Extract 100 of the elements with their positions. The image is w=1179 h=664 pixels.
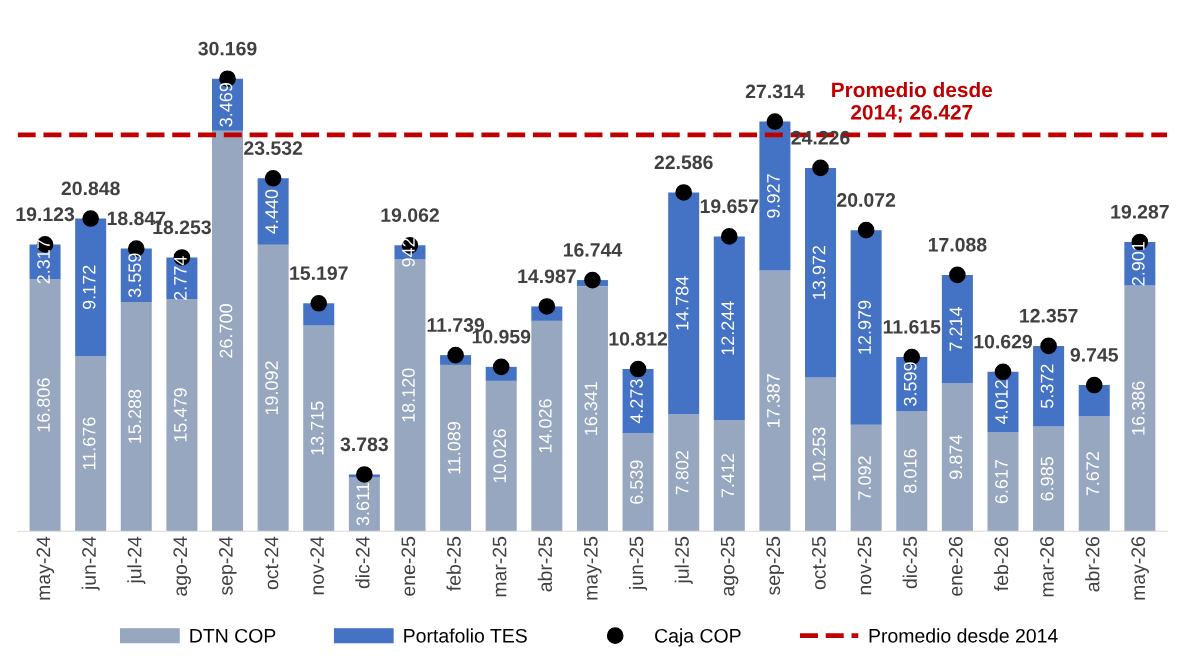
x-tick-label: nov-24 [310,536,324,595]
data-label: 3.559 [128,253,142,298]
data-label: 2.901 [1131,241,1145,286]
bar [759,270,791,532]
point [720,228,738,245]
x-tick-label: abr-26 [1085,536,1100,592]
data-label: 5.372 [1040,364,1054,409]
bar [120,301,152,532]
bar [941,274,973,384]
data-label: 16.744 [563,243,623,257]
data-label: 3.599 [903,362,917,406]
bar [1078,416,1110,532]
bar [850,424,882,532]
data-label: 22.586 [654,155,713,170]
bar [75,218,107,357]
point [1085,376,1103,394]
annotation: Promedio desde 2014; 26.427 [832,81,993,123]
data-label: 10.026 [493,429,507,483]
data-label: 11.676 [82,417,96,470]
bar [987,431,1019,532]
data-label: 2.774 [173,256,187,300]
x-tick-label: dic-24 [355,536,370,589]
data-label: 7.214 [949,306,963,351]
point [584,271,601,289]
data-label: 12.357 [1020,308,1078,323]
x-tick-label: jul-25 [674,536,693,585]
data-label: 10.812 [609,331,668,346]
data-label: 7.412 [721,453,734,498]
x-tick-label: ene-26 [948,536,963,596]
bar [485,380,517,532]
data-label: 9.745 [1070,347,1119,362]
x-tick-label: ago-24 [173,536,191,596]
point [994,363,1012,381]
data-label: 14.784 [675,276,689,330]
data-label: 4.273 [630,379,643,424]
point [264,169,282,187]
data-label: 10.629 [974,334,1033,349]
data-label: 19.287 [1111,204,1169,219]
data-label: 16.806 [37,378,50,432]
x-tick-label: nov-25 [857,536,872,595]
data-label: 17.088 [928,237,987,252]
data-label: 20.072 [837,193,896,207]
point [629,360,647,378]
data-label: 12.244 [721,301,734,355]
bar [805,167,837,378]
bar [805,377,837,532]
x-tick-label: jun-24 [81,536,100,591]
x-tick-label: abr-25 [537,536,553,592]
data-label: 15.288 [128,389,142,443]
data-label: 7.802 [675,451,689,495]
data-label: 15.479 [173,388,187,442]
point [492,358,510,376]
x-tick-label: sep-24 [218,536,237,595]
data-label: 6.617 [995,459,1008,504]
data-label: 3.783 [340,437,388,452]
bar [713,236,745,421]
data-label: 19.092 [265,361,278,415]
data-label: 4.440 [265,189,278,234]
point [949,266,966,284]
data-label: 14.026 [538,399,552,453]
x-tick-label: feb-26 [993,536,1009,591]
x-tick-label: may-24 [36,536,55,600]
x-tick-label: dic-25 [902,536,917,589]
x-tick-label: ago-25 [720,536,739,596]
data-label: 3.469 [219,83,233,127]
point [857,221,875,239]
bar [212,130,244,532]
point [675,184,692,201]
point [812,159,829,177]
data-label: 15.197 [290,266,348,280]
point [310,294,328,312]
x-tick-label: mar-26 [1040,536,1054,597]
data-label: 11.089 [447,421,461,474]
data-label: 3.611 [356,483,370,526]
data-label: 16.386 [1131,381,1145,435]
legend-label: Caja COP [655,628,741,647]
data-label: 19.062 [381,208,439,223]
data-label: 9.172 [82,265,96,310]
bar [257,244,289,532]
data-label: 20.848 [61,181,120,196]
data-label: 9.874 [949,435,963,479]
data-label: 23.532 [244,141,303,156]
data-label: 16.341 [584,381,598,435]
bar [941,383,973,532]
bar [576,286,608,532]
data-label: 27.314 [745,84,805,99]
data-label: 7.672 [1086,451,1100,496]
data-label: 19.657 [700,199,759,214]
data-label: 14.987 [518,269,576,284]
x-tick-label: jul-24 [127,536,146,585]
bar [1124,285,1156,532]
bar [1033,426,1065,532]
data-label: 6.539 [630,460,643,504]
data-label: 6.985 [1040,456,1054,501]
data-label: 13.972 [812,245,826,299]
point [82,210,99,227]
point [447,346,464,364]
x-tick-label: mar-25 [492,536,507,597]
data-label: 8.016 [903,449,917,493]
x-tick-label: may-25 [583,536,602,600]
